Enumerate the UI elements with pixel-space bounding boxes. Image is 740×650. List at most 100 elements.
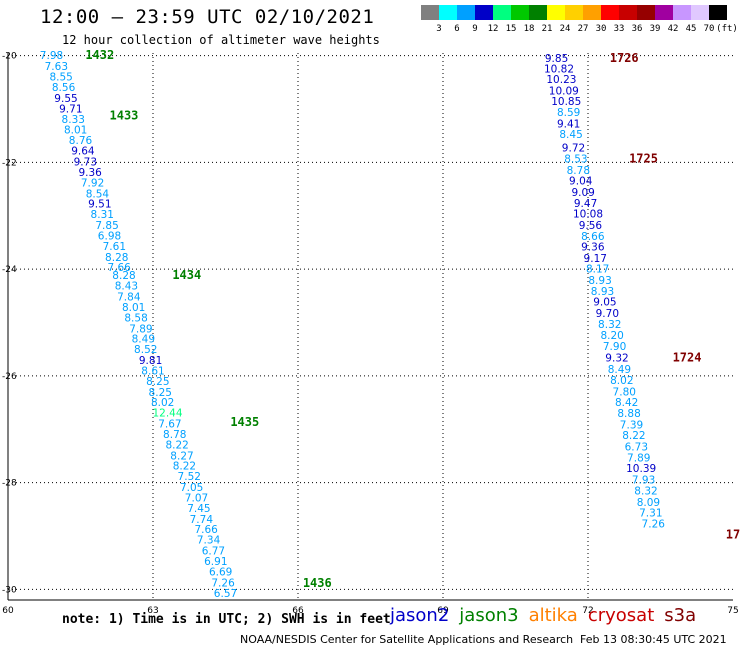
legend-item-jason3: jason3 (459, 605, 519, 626)
pass-time-label: 1725 (629, 152, 658, 166)
wave-height-point: 8.22 (622, 430, 645, 442)
y-tick-label: -28 (2, 479, 17, 489)
wave-height-point: 7.89 (627, 453, 650, 465)
color-scale-swatch (619, 5, 637, 20)
wave-height-point: 9.47 (574, 198, 597, 210)
wave-height-point: 7.52 (178, 471, 201, 483)
wave-height-point: 8.52 (134, 344, 157, 356)
wave-height-point: 6.77 (202, 545, 225, 557)
wave-height-point: 9.32 (605, 353, 628, 365)
wave-height-point: 8.78 (567, 165, 590, 177)
color-scale-swatch (709, 5, 727, 20)
wave-height-point: 8.01 (122, 302, 145, 314)
pass-time-label: 172 (726, 527, 740, 541)
wave-height-point: 7.66 (194, 524, 218, 536)
wave-height-point: 8.28 (105, 252, 128, 264)
legend-item-cryosat: cryosat (587, 605, 655, 626)
color-scale-label: 12 (487, 24, 499, 34)
color-scale-label: 70 (703, 24, 715, 34)
color-scale-swatch (565, 5, 583, 20)
wave-height-point: 8.32 (634, 486, 657, 498)
x-tick-label: 63 (147, 606, 158, 616)
wave-height-point: 8.20 (600, 330, 623, 342)
color-scale-swatch (601, 5, 619, 20)
wave-height-point: 6.69 (209, 567, 232, 579)
color-scale-label: 15 (505, 24, 517, 34)
wave-height-point: 8.78 (163, 429, 186, 441)
wave-height-point: 9.04 (569, 176, 593, 188)
x-tick-label: 60 (2, 606, 14, 616)
wave-height-point: 6.91 (204, 556, 227, 568)
footer-note: note: 1) Time is in UTC; 2) SWH is in fe… (62, 612, 391, 627)
wave-height-point: 9.81 (139, 355, 162, 367)
y-tick-label: -24 (2, 265, 17, 275)
wave-height-point: 9.70 (596, 308, 619, 320)
wave-height-point: 9.36 (78, 167, 102, 179)
wave-height-point: 7.84 (117, 291, 141, 303)
wave-height-point: 7.85 (95, 220, 118, 232)
wave-height-point: 8.55 (49, 71, 72, 83)
wave-height-point: 8.56 (52, 82, 76, 94)
legend-item-jason2: jason2 (390, 605, 450, 626)
wave-height-point: 10.39 (626, 463, 656, 475)
satellite-legend: jason2 jason3 altika cryosat s3a (390, 605, 706, 627)
wave-height-point: 8.93 (591, 286, 614, 298)
wave-height-point: 9.56 (579, 220, 603, 232)
wave-height-point: 8.25 (149, 387, 172, 399)
wave-height-point: 8.43 (115, 281, 138, 293)
color-scale-unit: (ft) (716, 24, 738, 34)
color-scale-label: 30 (595, 24, 607, 34)
wave-height-point: 8.42 (615, 397, 638, 409)
color-scale-label: 3 (436, 24, 442, 34)
wave-height-point: 8.61 (141, 366, 164, 378)
color-scale-swatch (583, 5, 601, 20)
wave-height-point: 8.02 (610, 375, 633, 387)
wave-height-point: 8.09 (637, 497, 660, 509)
wave-height-point: 8.17 (586, 264, 609, 276)
color-scale-label: 27 (577, 24, 589, 34)
wave-height-point: 9.09 (571, 187, 594, 199)
wave-height-point: 9.55 (54, 93, 77, 105)
y-tick-label: -22 (2, 158, 17, 168)
wave-height-point: 10.23 (546, 74, 576, 86)
wave-height-point: 8.28 (112, 270, 135, 282)
y-tick-label: -20 (2, 52, 17, 62)
x-tick-label: 72 (582, 606, 593, 616)
color-scale-swatch (421, 5, 439, 20)
color-scale-swatch (547, 5, 565, 20)
wave-height-point: 10.08 (573, 209, 603, 221)
color-scale-label: 6 (454, 24, 460, 34)
color-scale-swatch (655, 5, 673, 20)
wave-height-point: 10.85 (551, 96, 581, 108)
footer-timestamp: Feb 13 08:30:45 UTC 2021 (580, 633, 727, 646)
wave-height-point: 7.89 (129, 323, 152, 335)
pass-time-label: 1726 (610, 51, 639, 65)
pass-time-label: 1435 (230, 415, 259, 429)
pass-time-label: 1434 (172, 268, 201, 282)
wave-height-point: 8.49 (608, 364, 631, 376)
wave-height-point: 12.44 (152, 408, 182, 420)
wave-height-point: 7.34 (197, 535, 221, 547)
wave-height-point: 8.33 (62, 114, 85, 126)
pass-time-label: 1432 (85, 48, 114, 62)
color-scale-label: 42 (667, 24, 679, 34)
wave-height-point: 8.93 (588, 275, 611, 287)
wave-height-point: 8.31 (91, 209, 114, 221)
y-tick-label: -26 (2, 372, 17, 382)
color-scale-label: 21 (541, 24, 553, 34)
wave-height-point: 7.07 (185, 493, 208, 505)
color-scale-swatch (511, 5, 529, 20)
x-tick-label: 66 (292, 606, 304, 616)
wave-height-point: 8.02 (151, 397, 174, 409)
wave-height-point: 8.27 (170, 450, 193, 462)
color-scale-swatch (493, 5, 511, 20)
wave-height-point: 9.51 (88, 198, 111, 210)
x-tick-label: 75 (727, 606, 738, 616)
wave-height-point: 7.93 (632, 474, 655, 486)
wave-height-point: 8.76 (69, 135, 93, 147)
footer-credit: NOAA/NESDIS Center for Satellite Applica… (240, 633, 574, 646)
wave-height-point: 7.39 (620, 419, 643, 431)
x-tick-label: 69 (437, 606, 449, 616)
color-scale-swatch (691, 5, 709, 20)
